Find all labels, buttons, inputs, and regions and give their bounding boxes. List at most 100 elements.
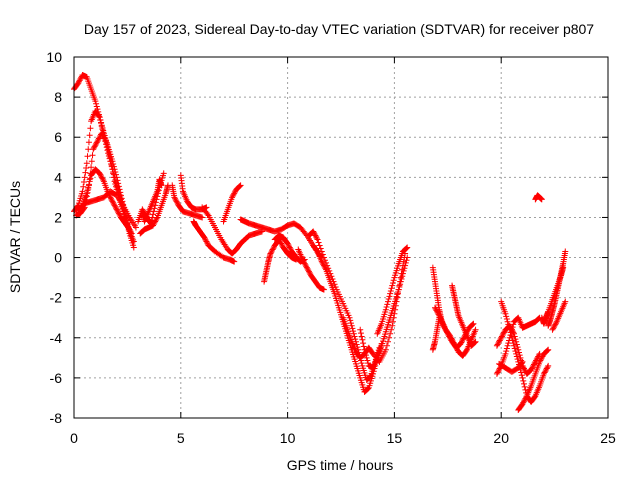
- data-point: [91, 143, 98, 150]
- data-point: [150, 221, 157, 228]
- data-point: [397, 281, 404, 288]
- data-point: [97, 171, 104, 178]
- data-point: [470, 320, 477, 327]
- chart-title: Day 157 of 2023, Sidereal Day-to-day VTE…: [84, 21, 594, 37]
- data-point: [286, 243, 293, 250]
- data-point: [493, 342, 500, 349]
- data-point: [520, 365, 527, 372]
- series-track-35: [540, 264, 567, 325]
- data-point: [300, 257, 307, 264]
- data-point: [98, 130, 105, 137]
- data-point: [100, 132, 107, 139]
- data-point: [284, 240, 291, 247]
- data-point: [442, 326, 449, 333]
- data-point: [81, 174, 88, 181]
- data-point: [83, 164, 90, 171]
- data-point: [75, 80, 82, 87]
- data-point: [278, 241, 285, 248]
- data-point: [460, 335, 467, 342]
- data-point: [496, 366, 503, 373]
- data-point: [237, 182, 244, 189]
- data-point: [446, 333, 453, 340]
- data-point: [88, 164, 95, 171]
- data-point: [128, 230, 135, 237]
- data-point: [520, 377, 527, 384]
- y-tick-label: 8: [54, 89, 62, 105]
- data-point: [509, 337, 516, 344]
- data-point: [363, 354, 370, 361]
- data-point: [382, 306, 389, 313]
- data-point: [327, 270, 334, 277]
- data-point: [301, 260, 308, 267]
- data-point: [204, 239, 211, 246]
- data-point: [109, 198, 116, 205]
- x-tick-label: 25: [600, 430, 616, 446]
- data-point: [494, 369, 501, 376]
- y-tick-label: 6: [54, 129, 62, 145]
- data-point: [498, 334, 505, 341]
- series-track-5: [75, 188, 139, 231]
- data-point: [204, 211, 211, 218]
- series-track-9: [169, 182, 206, 221]
- data-point: [545, 346, 552, 353]
- data-point: [502, 310, 509, 317]
- x-axis-label: GPS time / hours: [287, 457, 394, 473]
- data-point: [506, 324, 513, 331]
- data-point: [310, 229, 317, 236]
- data-point: [521, 396, 528, 403]
- data-point: [433, 307, 440, 314]
- data-point: [391, 310, 398, 317]
- data-point: [172, 195, 179, 202]
- data-point: [402, 245, 409, 252]
- data-point: [127, 229, 134, 236]
- data-point: [518, 369, 525, 376]
- series-track-21: [357, 254, 411, 371]
- data-point: [351, 333, 358, 340]
- data-point: [107, 194, 114, 201]
- data-point: [83, 190, 90, 197]
- data-point: [300, 259, 307, 266]
- data-point: [495, 340, 502, 347]
- data-point: [305, 268, 312, 275]
- data-point: [270, 245, 277, 252]
- data-point: [469, 321, 476, 328]
- data-point: [153, 215, 160, 222]
- data-point: [84, 187, 91, 194]
- data-point: [537, 357, 544, 364]
- data-point: [111, 202, 118, 209]
- data-point: [108, 162, 115, 169]
- data-point: [94, 138, 101, 145]
- data-point: [95, 135, 102, 142]
- data-point: [471, 340, 478, 347]
- series-track-17: [295, 246, 327, 293]
- data-point: [553, 320, 560, 327]
- data-point: [323, 259, 330, 266]
- data-point: [550, 324, 557, 331]
- data-point: [268, 247, 275, 254]
- data-point: [112, 203, 119, 210]
- data-point: [115, 209, 122, 216]
- data-point: [231, 258, 238, 265]
- data-point: [444, 329, 451, 336]
- data-point: [110, 170, 117, 177]
- series-track-25: [429, 314, 443, 353]
- data-point: [560, 264, 567, 271]
- data-point: [538, 356, 545, 363]
- data-point: [100, 177, 107, 184]
- data-point: [85, 139, 92, 146]
- y-tick-label: 4: [54, 169, 62, 185]
- data-point: [299, 256, 306, 263]
- data-point: [347, 317, 354, 324]
- data-point: [549, 326, 556, 333]
- data-point: [113, 183, 120, 190]
- data-point: [517, 354, 524, 361]
- data-point: [367, 373, 374, 380]
- data-point: [158, 182, 165, 189]
- data-point: [324, 262, 331, 269]
- data-point: [496, 337, 503, 344]
- data-point: [98, 120, 105, 127]
- data-point: [85, 184, 92, 191]
- data-point: [503, 316, 510, 323]
- data-point: [365, 385, 372, 392]
- data-point: [382, 346, 389, 353]
